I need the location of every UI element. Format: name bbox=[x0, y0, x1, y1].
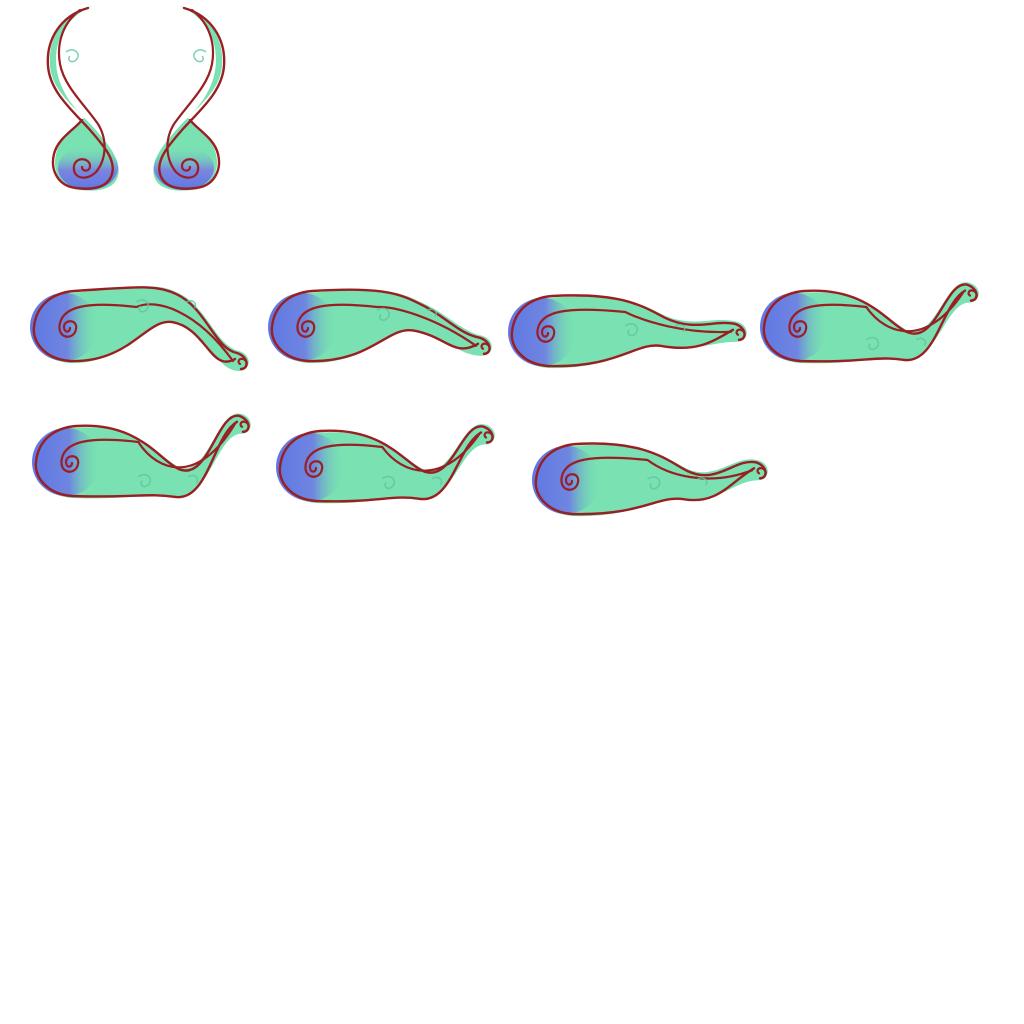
sprite-row-swim-up bbox=[30, 282, 979, 371]
frame-1-sprite bbox=[30, 286, 249, 371]
tentacle-left-sprite bbox=[46, 6, 119, 191]
frame-2-sprite bbox=[268, 288, 492, 364]
frame-7-sprite bbox=[532, 442, 768, 517]
sprite-row-pair bbox=[46, 6, 226, 191]
frame-5-sprite bbox=[32, 413, 251, 499]
tentacle-right-sprite bbox=[153, 6, 226, 191]
frame-4-sprite bbox=[760, 282, 979, 364]
sprite-row-swim-down bbox=[32, 413, 768, 517]
frame-6-sprite bbox=[276, 424, 495, 504]
frame-3-sprite bbox=[508, 294, 747, 369]
